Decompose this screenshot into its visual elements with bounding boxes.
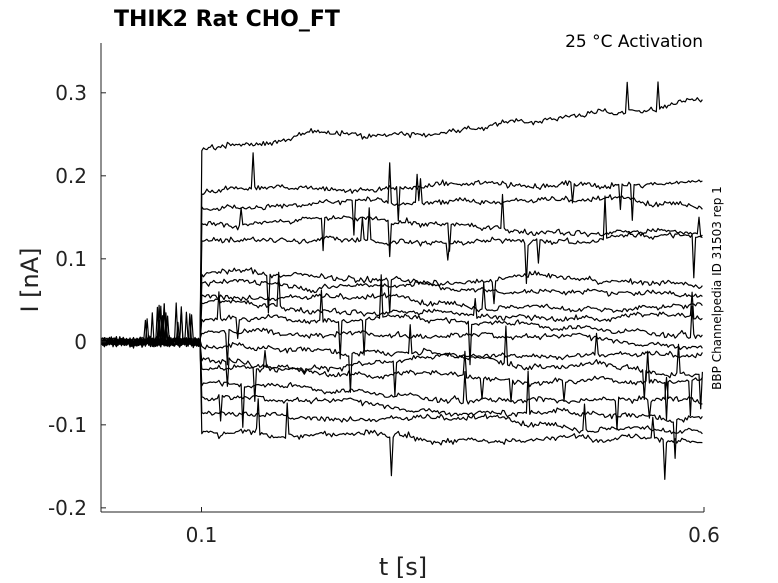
x-tick-label: 0.1 (186, 523, 218, 547)
current-trace (100, 81, 703, 348)
x-axis-label: t [s] (379, 553, 427, 581)
x-tick-label: 0.6 (688, 523, 720, 547)
y-tick-label: 0.2 (55, 164, 87, 188)
condition-annotation: 25 °C Activation (565, 32, 703, 52)
current-trace (100, 324, 703, 393)
y-tick-label: 0 (74, 330, 87, 354)
chart-title: THIK2 Rat CHO_FT (114, 7, 340, 32)
current-trace (100, 271, 703, 349)
x-axis-ticks: 0.1 0.6 (186, 507, 720, 547)
trace-group (100, 81, 703, 480)
y-tick-label: 0.1 (55, 247, 87, 271)
current-trace (100, 274, 703, 366)
side-label: BBP Channelpedia ID 31503 rep 1 (710, 186, 724, 390)
plot-area (100, 81, 703, 480)
y-tick-label: -0.1 (48, 413, 87, 437)
y-axis-ticks: -0.2 -0.1 0 0.1 0.2 0.3 (48, 81, 106, 520)
y-tick-label: -0.2 (48, 496, 87, 520)
current-trace (100, 316, 703, 366)
y-tick-label: 0.3 (55, 81, 87, 105)
current-trace (100, 314, 703, 480)
y-axis-label: I [nA] (16, 247, 44, 312)
